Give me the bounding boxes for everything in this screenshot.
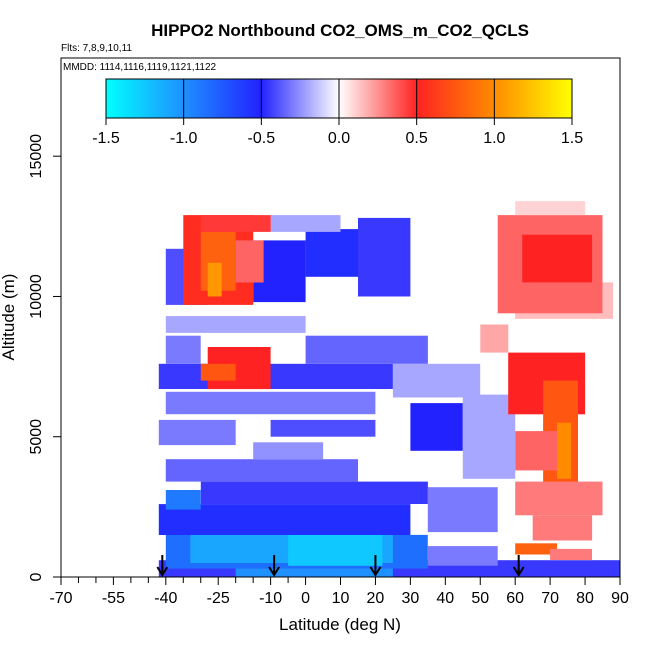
x-tick-label: -55 bbox=[102, 590, 125, 607]
heatmap-cell bbox=[550, 548, 592, 561]
heatmap-cell bbox=[200, 215, 271, 232]
x-axis-label: Latitude (deg N) bbox=[279, 615, 401, 634]
heatmap-cell bbox=[392, 363, 481, 398]
heatmap-cell bbox=[165, 459, 358, 482]
y-tick-label: 15000 bbox=[28, 134, 45, 179]
x-axis: -70 -55 -40 -25 -10 0 10 20 30 40 50 60 70 80 90 bbox=[49, 576, 629, 607]
heatmap-cell bbox=[480, 324, 509, 353]
heatmap-cell bbox=[200, 481, 428, 504]
profile-arrow-head bbox=[156, 566, 169, 577]
heatmap-cell bbox=[515, 543, 558, 555]
y-axis: 0 5000 10000 15000 bbox=[28, 134, 61, 581]
heatmap-cell bbox=[557, 422, 572, 479]
x-tick-label: 40 bbox=[436, 590, 454, 607]
heatmap-cell bbox=[522, 234, 593, 283]
x-tick-label: 80 bbox=[576, 590, 594, 607]
x-tick-label: 10 bbox=[332, 590, 350, 607]
x-tick-label: -70 bbox=[49, 590, 72, 607]
heatmap-cell bbox=[158, 504, 411, 535]
y-tick-label: 10000 bbox=[28, 274, 45, 319]
chart-subtitle: Flts: 7,8,9,10,11 bbox=[61, 43, 132, 54]
colorbar-tick-label: -1.5 bbox=[92, 130, 120, 147]
heatmap-cell bbox=[305, 229, 358, 277]
heatmap-cell bbox=[305, 335, 428, 364]
y-axis-label: Altitude (m) bbox=[0, 274, 18, 361]
colorbar-tick-label: -1.0 bbox=[170, 130, 198, 147]
colorbar: -1.5 -1.0 -0.5 0.0 0.5 1.0 1.5 bbox=[92, 78, 583, 147]
mmdd-label: MMDD: 1114,1116,1119,1121,1122 bbox=[63, 62, 217, 73]
heatmap-cell bbox=[462, 394, 516, 479]
heatmap-cell bbox=[532, 515, 593, 541]
x-tick-label: 0 bbox=[301, 590, 310, 607]
x-tick-label: 50 bbox=[471, 590, 489, 607]
heatmap-cell bbox=[253, 442, 324, 460]
heatmap-cell bbox=[515, 481, 603, 516]
chart-title: HIPPO2 Northbound CO2_OMS_m_CO2_QCLS bbox=[151, 21, 529, 40]
heatmap-cell bbox=[207, 262, 222, 297]
profile-arrow-head bbox=[268, 566, 280, 577]
colorbar-tick-label: 1.0 bbox=[483, 130, 505, 147]
x-tick-label: -40 bbox=[154, 590, 177, 607]
x-tick-label: -25 bbox=[207, 590, 230, 607]
profile-arrow-head bbox=[512, 566, 525, 577]
heatmap-cell bbox=[158, 363, 393, 389]
profile-arrow bbox=[369, 555, 382, 577]
heatmap-cell bbox=[358, 217, 411, 297]
heatmap-cell bbox=[270, 419, 376, 437]
heatmap-cell bbox=[410, 403, 463, 451]
x-tick-label: 30 bbox=[401, 590, 419, 607]
profile-arrow bbox=[156, 555, 169, 577]
x-tick-label: 90 bbox=[611, 590, 629, 607]
colorbar-tick-label: 0.0 bbox=[328, 130, 350, 147]
profile-arrows bbox=[156, 555, 525, 577]
y-tick-label: 0 bbox=[28, 572, 45, 581]
colorbar-tick-label: 0.5 bbox=[406, 130, 428, 147]
y-tick-label: 5000 bbox=[28, 419, 45, 455]
x-tick-label: -10 bbox=[259, 590, 282, 607]
heatmap-cell bbox=[515, 201, 586, 216]
colorbar-tick-label: 1.5 bbox=[561, 130, 583, 147]
profile-arrow bbox=[268, 555, 280, 577]
x-tick-label: 20 bbox=[367, 590, 385, 607]
heatmap-cell bbox=[165, 316, 306, 333]
profile-arrow-head bbox=[369, 566, 382, 577]
x-tick-label: 70 bbox=[541, 590, 559, 607]
heatmap-cell bbox=[270, 215, 341, 232]
heatmap-cell bbox=[200, 363, 236, 381]
heatmap-cell bbox=[427, 546, 498, 566]
heatmap-cell bbox=[515, 431, 558, 471]
colorbar-tick-label: -0.5 bbox=[248, 130, 276, 147]
heatmap-cell bbox=[165, 335, 201, 364]
heatmap-cell bbox=[165, 391, 376, 415]
heatmap-cell bbox=[165, 490, 201, 510]
heatmap-cell bbox=[235, 240, 264, 283]
heatmap-cell bbox=[427, 487, 498, 533]
heatmap-cell bbox=[288, 529, 383, 566]
heatmap-cell bbox=[158, 419, 236, 446]
profile-arrow bbox=[512, 555, 525, 577]
x-tick-label: 60 bbox=[506, 590, 524, 607]
